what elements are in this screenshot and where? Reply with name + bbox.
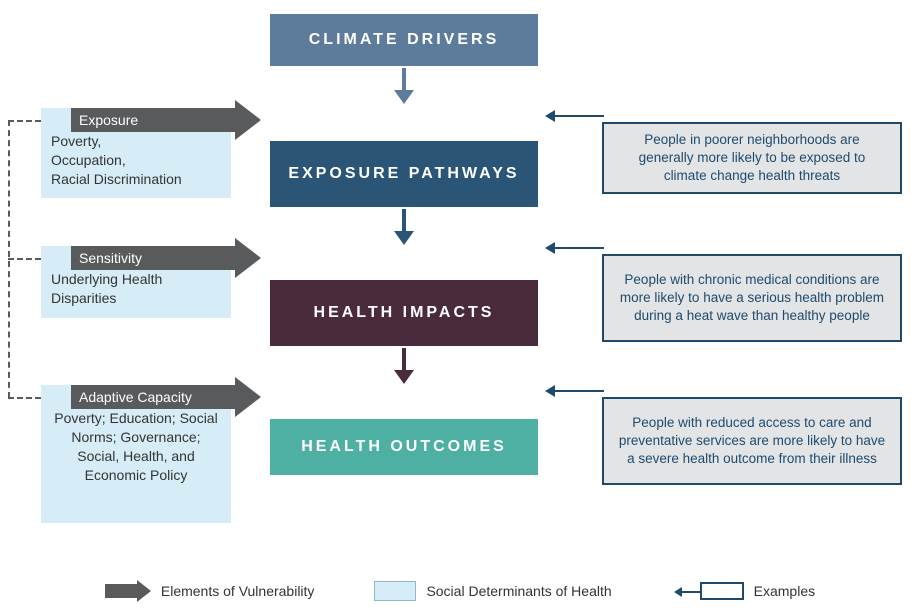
tag-label: Adaptive Capacity [79,389,192,405]
arrow-left-icon [555,247,604,249]
dashed-connector [8,120,41,122]
down-arrow-icon [394,348,414,384]
example-adaptive: People with reduced access to care and p… [602,397,902,485]
down-arrow-icon [394,209,414,245]
legend-vulnerability: Elements of Vulnerability [105,580,315,602]
legend-label: Social Determinants of Health [426,583,611,599]
label: EXPOSURE PATHWAYS [288,165,519,183]
example-text: People with reduced access to care and p… [616,414,888,469]
sdh-text: Underlying Health Disparities [51,271,162,306]
arrow-left-icon [555,115,604,117]
arrow-right-icon [235,100,261,140]
legend-label: Examples [754,583,815,599]
sdh-text: Poverty; Education; Social Norms; Govern… [54,410,217,483]
legend-label: Elements of Vulnerability [161,583,315,599]
box-icon [374,581,416,601]
example-sensitivity: People with chronic medical conditions a… [602,254,902,342]
sdh-text: Poverty, Occupation, Racial Discriminati… [51,133,182,187]
dashed-connector [8,397,41,399]
box-health-impacts: HEALTH IMPACTS [270,280,538,346]
label: HEALTH OUTCOMES [301,438,507,456]
example-text: People in poorer neighborhoods are gener… [616,131,888,186]
arrow-right-icon [105,580,151,602]
tag-adaptive: Adaptive Capacity [71,385,261,409]
example-text: People with chronic medical conditions a… [616,271,888,326]
tag-label: Sensitivity [79,250,142,266]
label: CLIMATE DRIVERS [309,31,499,49]
legend-sdh: Social Determinants of Health [374,581,611,601]
dashed-connector [8,258,41,260]
tag-exposure: Exposure [71,108,261,132]
box-exposure-pathways: EXPOSURE PATHWAYS [270,141,538,207]
arrow-right-icon [235,377,261,417]
box-health-outcomes: HEALTH OUTCOMES [270,419,538,475]
tag-label: Exposure [79,112,138,128]
example-icon [700,582,744,600]
box-climate-drivers: CLIMATE DRIVERS [270,14,538,66]
label: HEALTH IMPACTS [314,304,495,322]
tag-sensitivity: Sensitivity [71,246,261,270]
legend: Elements of Vulnerability Social Determi… [0,576,920,606]
legend-examples: Examples [700,582,815,600]
arrow-left-icon [555,390,604,392]
arrow-right-icon [235,238,261,278]
example-exposure: People in poorer neighborhoods are gener… [602,122,902,194]
down-arrow-icon [394,68,414,104]
